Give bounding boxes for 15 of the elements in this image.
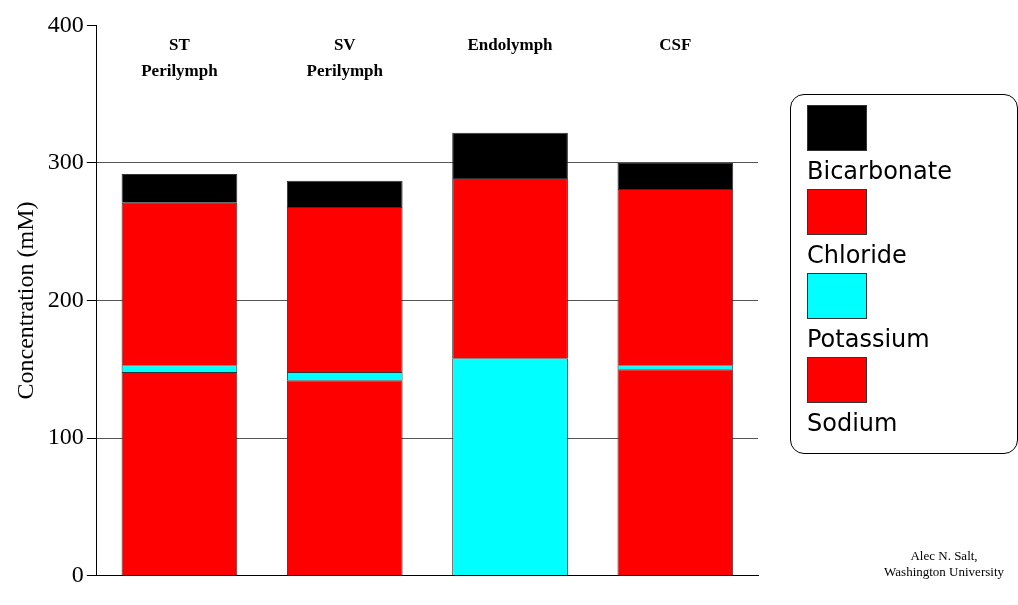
- legend-label: Potassium: [807, 325, 931, 353]
- y-tick-label: 100: [47, 423, 84, 450]
- legend-label: Sodium: [807, 409, 899, 437]
- y-tick-label: 200: [47, 285, 84, 312]
- text: Alec N. Salt, Washington University: [884, 548, 1004, 580]
- x-tick-label: ST Perilymph: [141, 35, 219, 81]
- y-tick-label: 0: [71, 560, 84, 587]
- legend-label: Bicarbonate: [807, 157, 953, 185]
- x-tick-label: CSF: [659, 35, 692, 55]
- y-tick-label: 300: [47, 148, 84, 175]
- legend-label: Chloride: [807, 241, 908, 269]
- y-axis-title: Concentration (mM): [11, 201, 38, 400]
- x-tick-label: Endolymph: [467, 35, 554, 55]
- y-tick-label: 400: [47, 10, 84, 37]
- x-tick-label: SV Perilymph: [306, 35, 384, 81]
